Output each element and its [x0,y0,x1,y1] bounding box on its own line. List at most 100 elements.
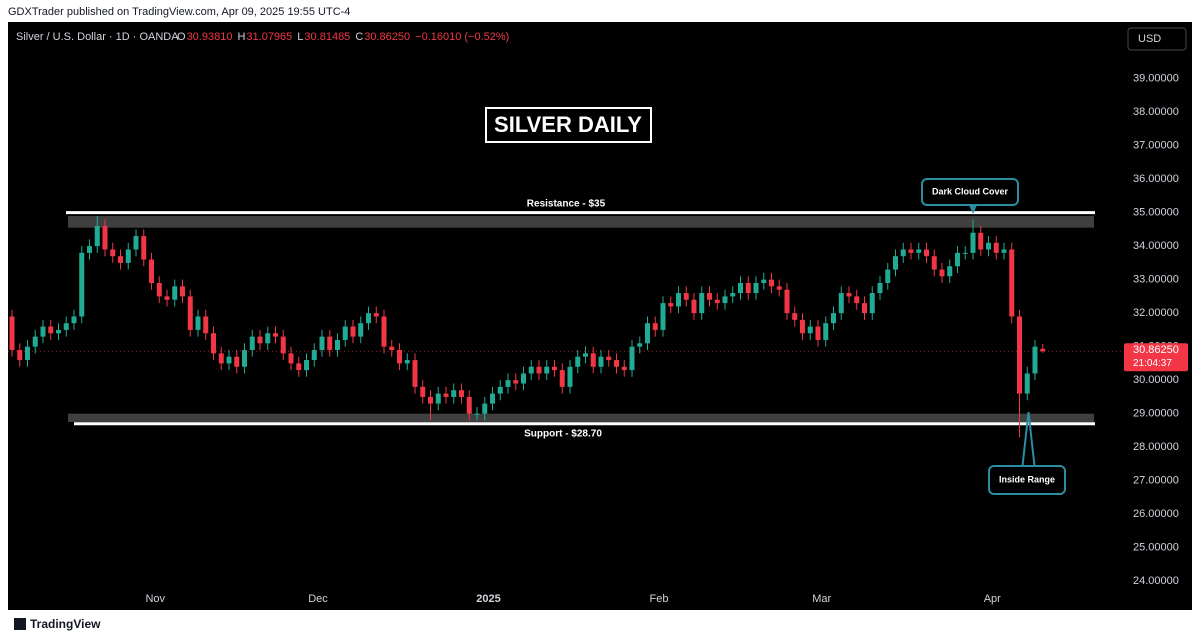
candle-body [443,393,449,397]
candle-body [714,299,720,304]
y-tick-label: 39.00000 [1133,73,1179,85]
candle-body [854,296,860,304]
candle-body [838,293,844,314]
candle-body [9,316,15,351]
ohlc-value: 30.93810 [187,31,233,43]
candle-body [823,323,829,340]
chart-title: SILVER DAILY [494,112,642,137]
candle-body [792,313,798,320]
candle-body [683,293,689,300]
candle-body [606,356,612,361]
currency[interactable]: USD [1138,33,1161,45]
candle-body [435,393,441,404]
candle-body [707,293,712,300]
candle-body [528,366,534,374]
candle-body [993,242,999,253]
candle-body [32,336,38,347]
y-tick-label: 29.00000 [1133,408,1179,420]
candle-body [265,333,271,344]
candle-body [242,350,247,367]
candle-body [420,386,426,397]
footer: TradingView [30,617,101,631]
candle-body [459,390,464,397]
logo-mark [14,618,26,630]
candle-body [970,232,976,253]
annotation: Inside Range [999,474,1055,484]
candle-body [257,336,263,344]
last-price-box [1124,343,1188,372]
currency-button[interactable] [1127,27,1187,51]
candle-body [567,366,573,387]
candle-body [335,339,340,351]
candle-body [738,282,743,294]
candle-body [869,293,875,314]
candle-body [187,296,193,330]
y-tick-label: 26.00000 [1133,508,1179,520]
candle-body [621,366,627,371]
x-tick-label: Feb [650,593,669,605]
candle-body [280,336,286,354]
change: −0.16010 (−0.52%) [415,31,509,43]
candle-body [885,269,891,283]
candle-body [513,380,519,384]
candle-body [497,386,503,394]
candle-body [761,279,767,283]
candle-body [180,286,185,297]
candle-body [133,236,139,250]
x-tick-label: Dec [308,593,328,605]
annotation: Dark Cloud Cover [932,186,1009,196]
candle-body [722,296,728,304]
candle-body [482,403,488,414]
candle-body [668,303,674,307]
candle-body [203,316,209,334]
candle-body [141,236,147,260]
candle-body [319,336,325,351]
candle-body [784,289,790,314]
candle-body [404,360,410,364]
ohlc-value: 31.07965 [246,31,292,43]
last-price-label: 30.86250 [1133,344,1179,356]
candle-body [1032,346,1038,374]
candle-body [474,413,480,415]
y-tick-label: 38.00000 [1133,106,1179,118]
x-tick-label: 2025 [476,593,500,605]
candle-body [877,282,883,294]
candle-body [149,259,154,283]
candle-body [218,353,224,364]
candle-body [195,316,201,330]
y-tick-label: 32.00000 [1133,307,1179,319]
candle-body [249,336,255,351]
candle-body [544,366,550,374]
candle-body [745,282,751,294]
candle-body [118,256,123,263]
candle-body [350,326,356,337]
candle-body [776,286,782,290]
y-tick-label: 27.00000 [1133,475,1179,487]
candle-body [40,326,46,337]
candle-body [288,353,294,364]
x-tick-label: Apr [984,593,1001,605]
countdown: 21:04:37 [1133,358,1172,369]
candle-body [1040,348,1046,352]
title-box [485,107,652,143]
candle-body [691,299,697,314]
ohlc-key: L [297,31,303,43]
candle-body [102,226,108,250]
candle-body [559,370,565,387]
y-tick-label: 36.00000 [1133,173,1179,185]
candle-body [552,366,557,371]
candle-body [676,293,681,307]
candle-body [451,390,457,397]
resistance-zone [68,215,1094,228]
candle-body [125,249,131,263]
x-tick-label: Nov [145,593,165,605]
resistance-label: Resistance - $35 [527,198,606,209]
candle-body [366,313,371,324]
symbol: Silver / U.S. Dollar · 1D · OANDA [16,31,179,43]
y-tick-label: 35.00000 [1133,207,1179,219]
candle-body [94,226,100,247]
candle-body [373,313,379,317]
support-zone [68,413,1094,423]
candle-body [614,360,619,367]
candle-body [1024,373,1030,394]
